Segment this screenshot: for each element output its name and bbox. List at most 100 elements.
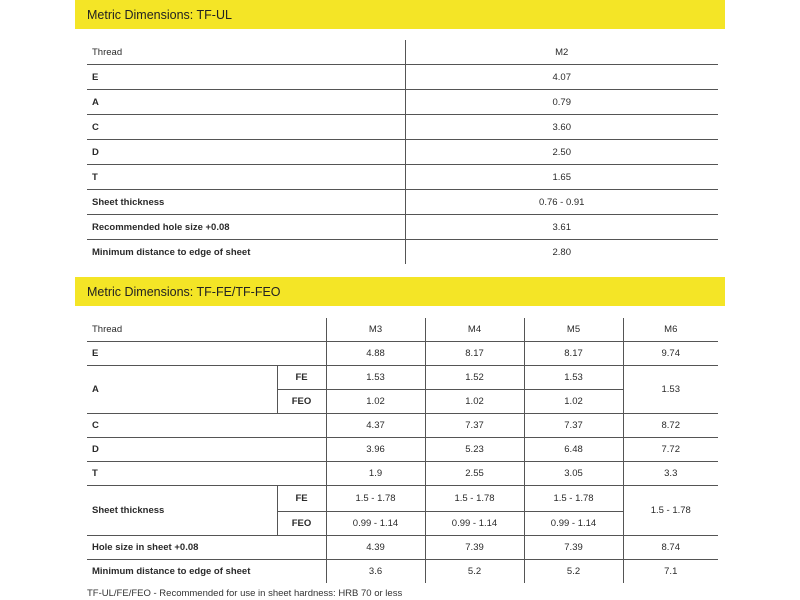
tfu-table: Thread M2 E 4.07 A 0.79 C 3.60 D 2.50 T 1.65 S…: [87, 40, 718, 264]
table-row-d: D 3.96 5.23 6.48 7.72: [87, 437, 718, 462]
cell: 7.39: [424, 535, 525, 560]
row-label: Minimum distance to edge of sheet: [92, 566, 251, 577]
row-label: C: [87, 114, 405, 140]
cell: 1.53: [523, 365, 624, 390]
cell: 8.74: [622, 535, 718, 560]
row-label: A: [87, 365, 277, 414]
table-row-hole: Hole size in sheet +0.08 4.39 7.39 7.39 …: [87, 535, 718, 560]
table-row-c: C 4.37 7.37 7.37 8.72: [87, 413, 718, 438]
cell: 0.99 - 1.14: [325, 511, 426, 536]
row-label: Minimum distance to edge of sheet: [92, 246, 251, 258]
cell: 7.37: [523, 413, 624, 438]
row-value: 1.65: [404, 164, 718, 190]
cell: 5.23: [424, 437, 525, 462]
table-row: E 4.07: [87, 64, 718, 90]
cell: 8.17: [523, 341, 624, 366]
table-row: C 3.60: [87, 114, 718, 140]
cell: 7.37: [424, 413, 525, 438]
sub-label-feo: FEO: [276, 389, 327, 414]
cell: 3.3: [622, 461, 718, 486]
cell: 9.74: [622, 341, 718, 366]
cell: 1.5 - 1.78: [523, 485, 624, 512]
cell: 3.96: [325, 437, 426, 462]
header-m6: M6: [622, 318, 718, 342]
header-label: Thread: [87, 40, 405, 65]
cell: 1.5 - 1.78: [424, 485, 525, 512]
row-label: D: [87, 437, 327, 462]
cell: 1.53: [325, 365, 426, 390]
cell: 1.53: [622, 365, 718, 414]
table-row-a-feo: FEO 1.02 1.02 1.02: [87, 389, 718, 414]
row-value: 0.76 - 0.91: [404, 189, 718, 215]
header-m5: M5: [523, 318, 624, 342]
table-row-sheet-feo: FEO 0.99 - 1.14 0.99 - 1.14 0.99 - 1.14: [87, 511, 718, 536]
sub-label-fe: FE: [276, 365, 327, 390]
footnote: TF-UL/FE/FEO - Recommended for use in sh…: [87, 588, 403, 599]
cell: 7.72: [622, 437, 718, 462]
tffe-table: Thread M3 M4 M5 M6 E 4.88 8.17 8.17 9.74…: [87, 318, 718, 583]
header-label: Thread: [87, 318, 327, 342]
table-row: T 1.65: [87, 164, 718, 190]
cell: 1.02: [325, 389, 426, 414]
row-label: A: [87, 89, 405, 115]
table-row: Recommended hole size +0.08 3.61: [87, 214, 718, 240]
sub-label-feo: FEO: [276, 511, 327, 536]
cell: 7.1: [622, 559, 718, 583]
row-value: 3.61: [404, 214, 718, 240]
row-label: E: [87, 341, 327, 366]
cell: 6.48: [523, 437, 624, 462]
row-label: Sheet thickness: [87, 485, 277, 536]
row-label: T: [87, 461, 327, 486]
header-m4: M4: [424, 318, 525, 342]
cell: 7.39: [523, 535, 624, 560]
row-value: 2.50: [404, 139, 718, 165]
table-row-a-fe: A FE 1.53 1.52 1.53 1.53: [87, 365, 718, 414]
cell: 4.37: [325, 413, 426, 438]
row-value: 0.79: [404, 89, 718, 115]
cell: 0.99 - 1.14: [523, 511, 624, 536]
row-value: 3.60: [404, 114, 718, 140]
cell: 3.6: [325, 559, 426, 583]
cell: 4.39: [325, 535, 426, 560]
table-row-header: Thread M3 M4 M5 M6: [87, 318, 718, 342]
cell: 5.2: [523, 559, 624, 583]
row-label: E: [87, 64, 405, 90]
row-label: Sheet thickness: [87, 189, 405, 215]
sub-label-fe: FE: [276, 485, 327, 512]
cell: 3.05: [523, 461, 624, 486]
cell: 4.88: [325, 341, 426, 366]
row-value: 2.80: [404, 239, 718, 264]
tfu-title: Metric Dimensions: TF-UL: [87, 8, 232, 22]
table-row-header: Thread M2: [87, 40, 718, 65]
row-label: Hole size in sheet +0.08: [87, 535, 327, 560]
header-m3: M3: [325, 318, 426, 342]
row-label: C: [87, 413, 327, 438]
cell: 1.02: [424, 389, 525, 414]
row-label: T: [87, 164, 405, 190]
table-row: D 2.50: [87, 139, 718, 165]
cell: 2.55: [424, 461, 525, 486]
table-row: Sheet thickness 0.76 - 0.91: [87, 189, 718, 215]
table-row-sheet-fe: Sheet thickness FE 1.5 - 1.78 1.5 - 1.78…: [87, 485, 718, 536]
table-row-e: E 4.88 8.17 8.17 9.74: [87, 341, 718, 366]
tffe-title: Metric Dimensions: TF-FE/TF-FEO: [87, 285, 281, 299]
row-label: Recommended hole size +0.08: [87, 214, 405, 240]
cell: 1.52: [424, 365, 525, 390]
header-m2: M2: [404, 40, 718, 65]
table-row: Minimum distance to edge of sheet 2.80: [87, 239, 718, 264]
cell: 1.5 - 1.78: [622, 485, 718, 536]
cell: 1.9: [325, 461, 426, 486]
cell: 8.72: [622, 413, 718, 438]
table-row-t: T 1.9 2.55 3.05 3.3: [87, 461, 718, 486]
cell: 0.99 - 1.14: [424, 511, 525, 536]
cell: 5.2: [424, 559, 525, 583]
cell: 1.02: [523, 389, 624, 414]
tfu-title-bar: Metric Dimensions: TF-UL: [75, 0, 725, 29]
tffe-title-bar: Metric Dimensions: TF-FE/TF-FEO: [75, 277, 725, 306]
row-label: D: [87, 139, 405, 165]
table-row-min: Minimum distance to edge of sheet 3.6 5.…: [87, 559, 718, 583]
table-row: A 0.79: [87, 89, 718, 115]
cell: 8.17: [424, 341, 525, 366]
cell: 1.5 - 1.78: [325, 485, 426, 512]
row-value: 4.07: [404, 64, 718, 90]
